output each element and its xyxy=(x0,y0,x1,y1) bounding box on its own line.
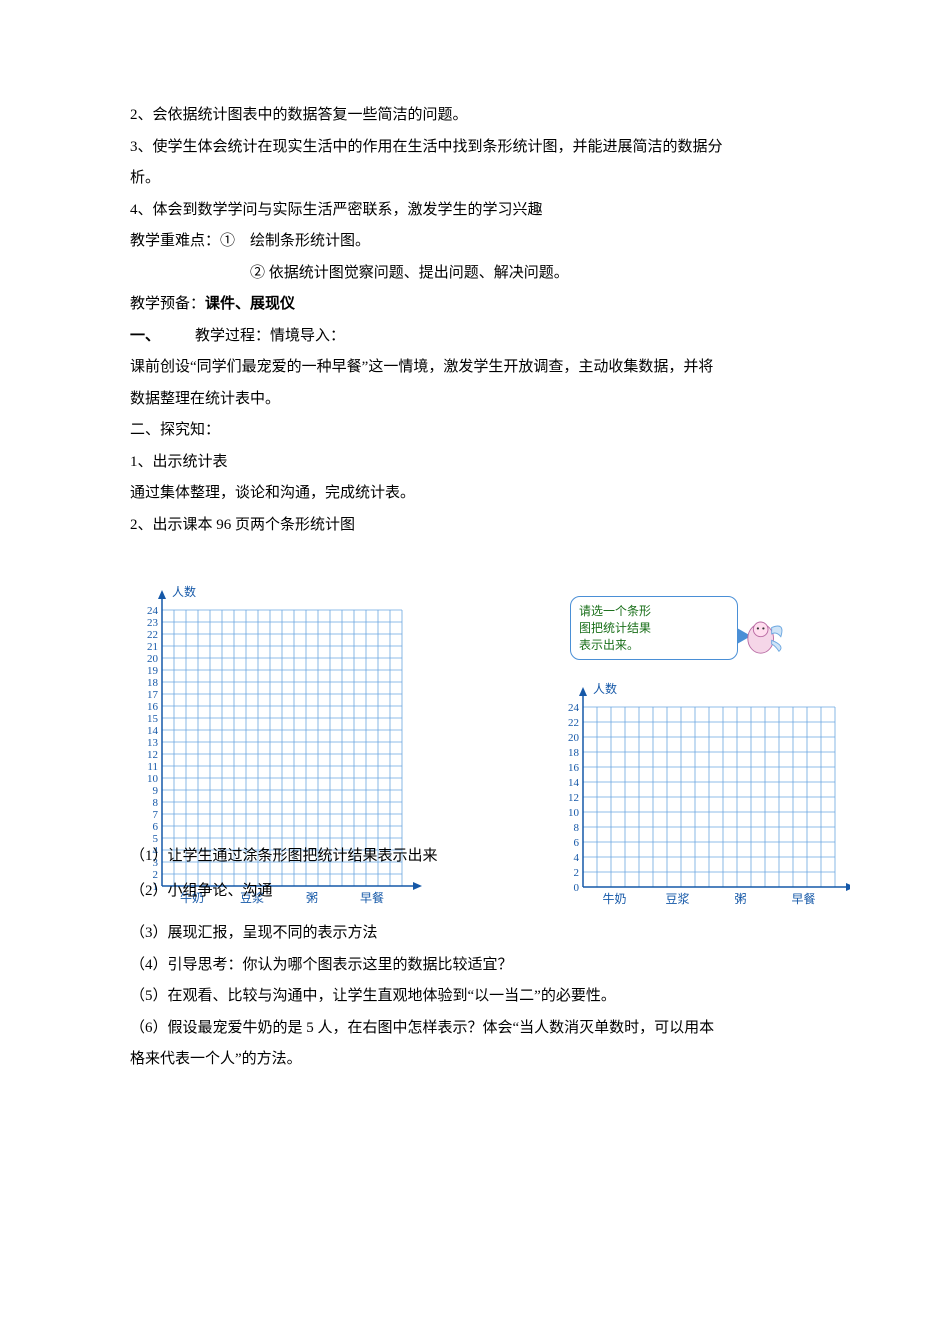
svg-text:14: 14 xyxy=(147,725,159,737)
svg-text:8: 8 xyxy=(153,797,159,809)
svg-text:22: 22 xyxy=(568,717,579,729)
step-5: （5）在观看、比较与沟通中，让学生直观地体验到“以一当二”的必要性。 xyxy=(130,981,820,1013)
svg-text:18: 18 xyxy=(147,677,159,689)
section-one-number: 一、 xyxy=(130,321,195,353)
svg-text:早餐: 早餐 xyxy=(360,890,384,905)
svg-text:10: 10 xyxy=(568,807,580,819)
svg-text:22: 22 xyxy=(147,629,158,641)
context-setup-line1: 课前创设“同学们最宠爱的一种早餐”这一情境，激发学生开放调查，主动收集数据，并将 xyxy=(130,352,820,384)
svg-text:20: 20 xyxy=(568,732,580,744)
svg-text:早餐: 早餐 xyxy=(791,891,815,906)
overlay-step-2: （2）小组争论、沟通 xyxy=(130,876,273,908)
svg-text:10: 10 xyxy=(147,773,159,785)
svg-text:粥: 粥 xyxy=(734,892,746,906)
svg-text:16: 16 xyxy=(568,762,580,774)
svg-text:7: 7 xyxy=(153,809,159,821)
svg-text:17: 17 xyxy=(147,689,159,701)
teaching-prep-label: 教学预备： xyxy=(130,296,205,312)
bubble-line3: 表示出来。 xyxy=(579,638,639,652)
teaching-prep-value: 课件、展现仪 xyxy=(205,296,295,312)
svg-text:23: 23 xyxy=(147,617,159,629)
paragraph-line: 析。 xyxy=(130,163,820,195)
svg-text:12: 12 xyxy=(147,749,158,761)
svg-text:24: 24 xyxy=(147,605,159,617)
svg-text:4: 4 xyxy=(574,852,580,864)
svg-text:0: 0 xyxy=(574,882,580,894)
teaching-focus-2: ② 依据统计图觉察问题、提出问题、解决问题。 xyxy=(130,258,820,290)
svg-text:13: 13 xyxy=(147,737,159,749)
bubble-line1: 请选一个条形 xyxy=(579,604,651,618)
paragraph-item-2: 2、会依据统计图表中的数据答复一些简洁的问题。 xyxy=(130,100,820,132)
svg-text:9: 9 xyxy=(153,785,159,797)
svg-text:19: 19 xyxy=(147,665,159,677)
section-one: 一、教学过程：情境导入： xyxy=(130,321,820,353)
svg-text:牛奶: 牛奶 xyxy=(602,891,626,906)
speech-bubble: 请选一个条形 图把统计结果 表示出来。 xyxy=(570,596,738,660)
step-6-line1: （6）假设最宠爱牛奶的是 5 人，在右图中怎样表示？体会“当人数消灭单数时，可以… xyxy=(130,1013,820,1045)
teaching-prep: 教学预备：课件、展现仪 xyxy=(130,289,820,321)
step-3: （3）展现汇报，呈现不同的表示方法 xyxy=(130,918,820,950)
svg-text:21: 21 xyxy=(147,641,158,653)
charts-area: 123456789101112131415161718192021222324人… xyxy=(130,566,810,906)
svg-text:粥: 粥 xyxy=(306,891,318,905)
teaching-focus: 教学重难点：① 绘制条形统计图。 xyxy=(130,226,820,258)
svg-text:人数: 人数 xyxy=(172,584,196,599)
step-2-title: 2、出示课本 96 页两个条形统计图 xyxy=(130,510,820,542)
svg-text:14: 14 xyxy=(568,777,580,789)
svg-text:11: 11 xyxy=(147,761,158,773)
context-setup-line2: 数据整理在统计表中。 xyxy=(130,384,820,416)
svg-text:18: 18 xyxy=(568,747,580,759)
svg-text:6: 6 xyxy=(153,821,159,833)
step-1-desc: 通过集体整理，谈论和沟通，完成统计表。 xyxy=(130,478,820,510)
chart-right: 024681012141618202224人数牛奶豆浆粥早餐 xyxy=(555,667,850,906)
svg-text:2: 2 xyxy=(574,867,580,879)
section-one-title: 教学过程：情境导入： xyxy=(195,328,345,344)
paragraph-item-3: 3、使学生体会统计在现实生活中的作用在生活中找到条形统计图，并能进展简洁的数据分 xyxy=(130,132,820,164)
svg-text:6: 6 xyxy=(574,837,580,849)
section-two: 二、探究知： xyxy=(130,415,820,447)
svg-text:12: 12 xyxy=(568,792,579,804)
step-4: （4）引导思考：你认为哪个图表示这里的数据比较适宜？ xyxy=(130,950,820,982)
svg-text:8: 8 xyxy=(574,822,580,834)
svg-text:24: 24 xyxy=(568,702,580,714)
svg-text:豆浆: 豆浆 xyxy=(665,891,689,906)
svg-text:16: 16 xyxy=(147,701,159,713)
step-6-line2: 格来代表一个人”的方法。 xyxy=(130,1044,820,1076)
step-1-title: 1、出示统计表 xyxy=(130,447,820,479)
overlay-step-1: （1）让学生通过涂条形图把统计结果表示出来 xyxy=(130,841,438,873)
paragraph-item-4: 4、体会到数学学问与实际生活严密联系，激发学生的学习兴趣 xyxy=(130,195,820,227)
svg-text:15: 15 xyxy=(147,713,159,725)
svg-text:20: 20 xyxy=(147,653,159,665)
bubble-line2: 图把统计结果 xyxy=(579,621,651,635)
fairy-icon xyxy=(735,611,790,666)
svg-text:人数: 人数 xyxy=(593,681,617,696)
